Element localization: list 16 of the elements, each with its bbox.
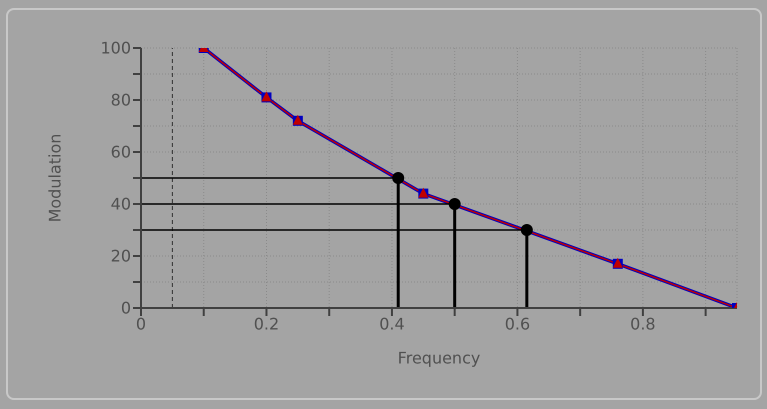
y-axis-title: Modulation [46, 134, 65, 222]
y-tick-label: 60 [110, 142, 131, 162]
point [392, 172, 404, 184]
y-tick-label: 40 [110, 194, 131, 214]
y-tick-label: 20 [110, 246, 131, 266]
x-tick-label: 0 [136, 314, 146, 334]
x-tick-label: 0.8 [630, 314, 656, 334]
x-tick-label: 0.2 [254, 314, 280, 334]
point [448, 198, 461, 210]
point [520, 224, 533, 236]
y-tick-label: 0 [120, 298, 131, 318]
y-tick-label: 80 [110, 90, 131, 110]
x-tick-label: 0.6 [504, 314, 530, 334]
x-tick-label: 0.4 [379, 314, 405, 334]
x-axis-title: Frequency [398, 348, 480, 368]
y-tick-label: 100 [100, 38, 131, 58]
